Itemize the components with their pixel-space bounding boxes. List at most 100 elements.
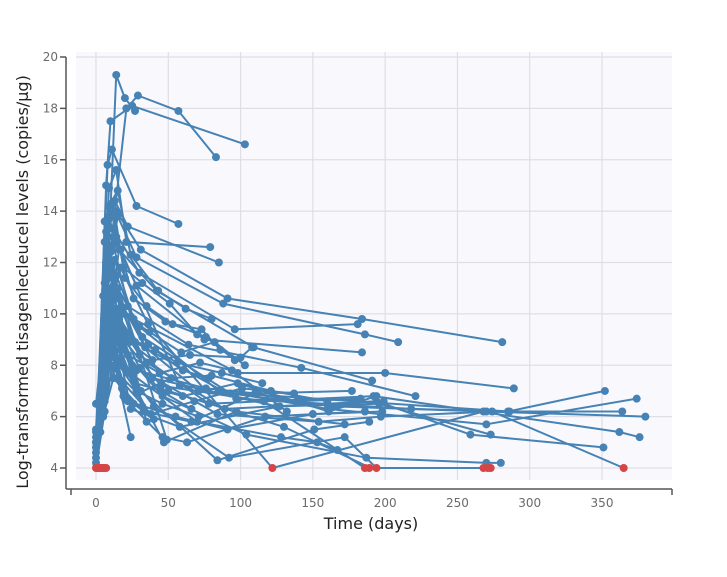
x-tick-label: 250 <box>446 496 469 510</box>
data-point <box>109 225 118 234</box>
data-point <box>110 273 119 282</box>
data-point <box>129 399 138 408</box>
data-point <box>214 258 223 267</box>
data-point <box>407 404 416 413</box>
y-tick-label: 6 <box>50 410 58 424</box>
data-point <box>109 345 118 354</box>
data-point <box>103 232 112 241</box>
data-point <box>123 368 132 377</box>
data-point <box>599 443 608 452</box>
data-point <box>118 384 127 393</box>
data-point <box>105 302 114 311</box>
below-limit-point <box>268 464 277 472</box>
below-limit-point <box>619 464 628 472</box>
data-point <box>138 279 147 288</box>
data-point <box>174 219 183 228</box>
data-point <box>219 299 228 308</box>
data-point <box>135 363 144 372</box>
data-point <box>112 166 121 175</box>
data-point <box>615 428 624 437</box>
data-point <box>171 412 180 421</box>
data-point <box>103 160 112 169</box>
data-point <box>378 407 387 416</box>
data-point <box>368 376 377 385</box>
data-point <box>158 399 167 408</box>
x-axis-title: Time (days) <box>323 514 419 533</box>
y-tick-label: 18 <box>43 101 58 115</box>
data-point <box>149 415 158 424</box>
data-point <box>177 348 186 357</box>
below-limit-points <box>92 464 628 472</box>
data-point <box>194 412 203 421</box>
data-point <box>142 417 151 426</box>
data-point <box>240 361 249 370</box>
data-point <box>178 392 187 401</box>
data-point <box>466 430 475 439</box>
data-point <box>600 386 609 395</box>
data-point <box>97 412 106 421</box>
data-point <box>230 356 239 365</box>
data-point <box>165 299 174 308</box>
data-point <box>213 456 222 465</box>
data-point <box>379 397 388 406</box>
data-point <box>353 320 362 329</box>
data-point <box>126 312 135 321</box>
data-point <box>214 386 223 395</box>
data-point <box>187 417 196 426</box>
data-point <box>505 407 514 416</box>
data-point <box>109 327 118 336</box>
data-point <box>488 407 497 416</box>
x-tick-label: 100 <box>229 496 252 510</box>
data-point <box>115 361 124 370</box>
data-point <box>135 268 144 277</box>
y-tick-label: 16 <box>43 153 58 167</box>
y-tick-label: 12 <box>43 256 58 270</box>
data-point <box>217 368 226 377</box>
data-point <box>112 70 121 79</box>
data-point <box>266 386 275 395</box>
data-point <box>279 422 288 431</box>
data-point <box>482 420 491 429</box>
data-point <box>333 446 342 455</box>
data-point <box>112 304 121 313</box>
data-point <box>105 286 114 295</box>
data-point <box>174 106 183 115</box>
data-point <box>213 410 222 419</box>
data-point <box>372 392 381 401</box>
data-point <box>123 350 132 359</box>
data-point <box>149 402 158 411</box>
data-point <box>168 320 177 329</box>
data-point <box>106 255 115 264</box>
data-point <box>314 417 323 426</box>
data-point <box>105 214 114 223</box>
data-point <box>194 386 203 395</box>
data-point <box>99 291 108 300</box>
data-point <box>310 425 319 434</box>
data-point <box>220 404 229 413</box>
data-point <box>641 412 650 421</box>
data-point <box>100 330 109 339</box>
data-point <box>381 368 390 377</box>
data-point <box>358 348 367 357</box>
data-point <box>92 438 100 447</box>
data-point <box>632 394 641 403</box>
data-point <box>411 392 420 401</box>
data-point <box>133 91 142 100</box>
data-point <box>148 356 157 365</box>
data-point <box>135 350 144 359</box>
data-point <box>96 428 105 437</box>
data-point <box>324 407 333 416</box>
data-point <box>161 317 170 326</box>
data-point <box>259 397 268 406</box>
data-point <box>240 140 249 149</box>
data-point <box>360 407 369 416</box>
data-point <box>132 386 141 395</box>
data-point <box>167 374 176 383</box>
data-point <box>498 338 507 347</box>
data-point <box>175 381 184 390</box>
data-point <box>100 368 109 377</box>
data-point <box>486 430 495 439</box>
data-point <box>120 94 129 103</box>
data-point <box>210 338 219 347</box>
